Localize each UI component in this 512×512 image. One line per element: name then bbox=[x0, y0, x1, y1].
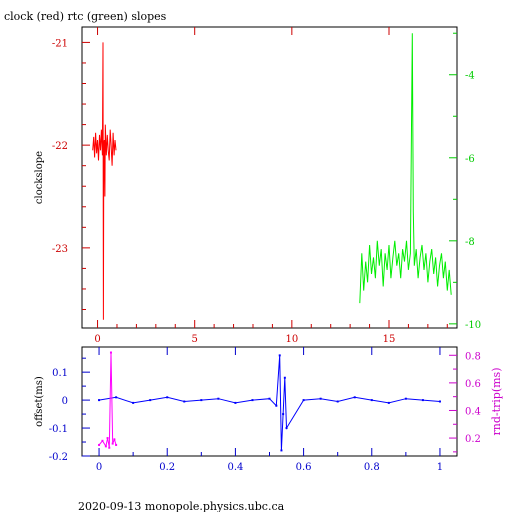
x-tick-label: 0.2 bbox=[159, 462, 175, 473]
plot-frame bbox=[81, 346, 458, 457]
x-tick-label: 15 bbox=[383, 334, 396, 345]
series-line-clock bbox=[92, 42, 117, 320]
x-tick-label: 0.4 bbox=[227, 462, 243, 473]
series-trace bbox=[98, 355, 441, 451]
right-tick-label: 0.8 bbox=[465, 351, 481, 362]
y-axis-label: offset(ms) bbox=[34, 376, 45, 427]
x-tick-label: 0 bbox=[94, 334, 100, 345]
right-tick-label: -8 bbox=[465, 237, 475, 248]
chart-title: clock (red) rtc (green) slopes bbox=[4, 10, 167, 23]
bottom-offset-plot: 0.1 0 -0.1 -0.2 0.8 0.6 0.4 0.2 0 0.2 0.4 0.6 0.8 1 of… bbox=[34, 346, 503, 473]
right-tick-label: -4 bbox=[465, 71, 475, 82]
top-slope-plot: -21 -22 -23 -4 -6 -8 -10 0 5 10 15 clockslope bbox=[34, 26, 481, 345]
x-tick-label: 0 bbox=[96, 462, 102, 473]
left-tick-label: -21 bbox=[52, 38, 68, 49]
right-tick-label: -6 bbox=[465, 154, 475, 165]
series-trace bbox=[98, 352, 117, 448]
right-tick-label: 0.6 bbox=[465, 379, 481, 390]
left-tick-label: -23 bbox=[52, 244, 68, 255]
right-tick-label: 0.4 bbox=[465, 406, 481, 417]
left-tick-label: -0.2 bbox=[49, 452, 68, 463]
x-tick-label: 1 bbox=[437, 462, 443, 473]
series-line-rtc bbox=[359, 33, 452, 304]
x-tick-label: 5 bbox=[192, 334, 198, 345]
right-tick-label: -10 bbox=[465, 320, 481, 331]
left-tick-label: 0 bbox=[62, 396, 68, 407]
right-tick-label: 0.2 bbox=[465, 434, 481, 445]
x-tick-label: 10 bbox=[285, 334, 298, 345]
left-tick-label: -0.1 bbox=[49, 424, 68, 435]
footer-label: 2020-09-13 monopole.physics.ubc.ca bbox=[78, 500, 285, 512]
y-axis-label: clockslope bbox=[34, 151, 45, 204]
x-tick-label: 0.8 bbox=[364, 462, 380, 473]
left-tick-label: -22 bbox=[52, 141, 68, 152]
x-tick-label: 0.6 bbox=[296, 462, 312, 473]
left-tick-label: 0.1 bbox=[52, 368, 68, 379]
plot-frame bbox=[81, 26, 458, 329]
y2-axis-label: rnd-trip(ms) bbox=[490, 368, 503, 436]
